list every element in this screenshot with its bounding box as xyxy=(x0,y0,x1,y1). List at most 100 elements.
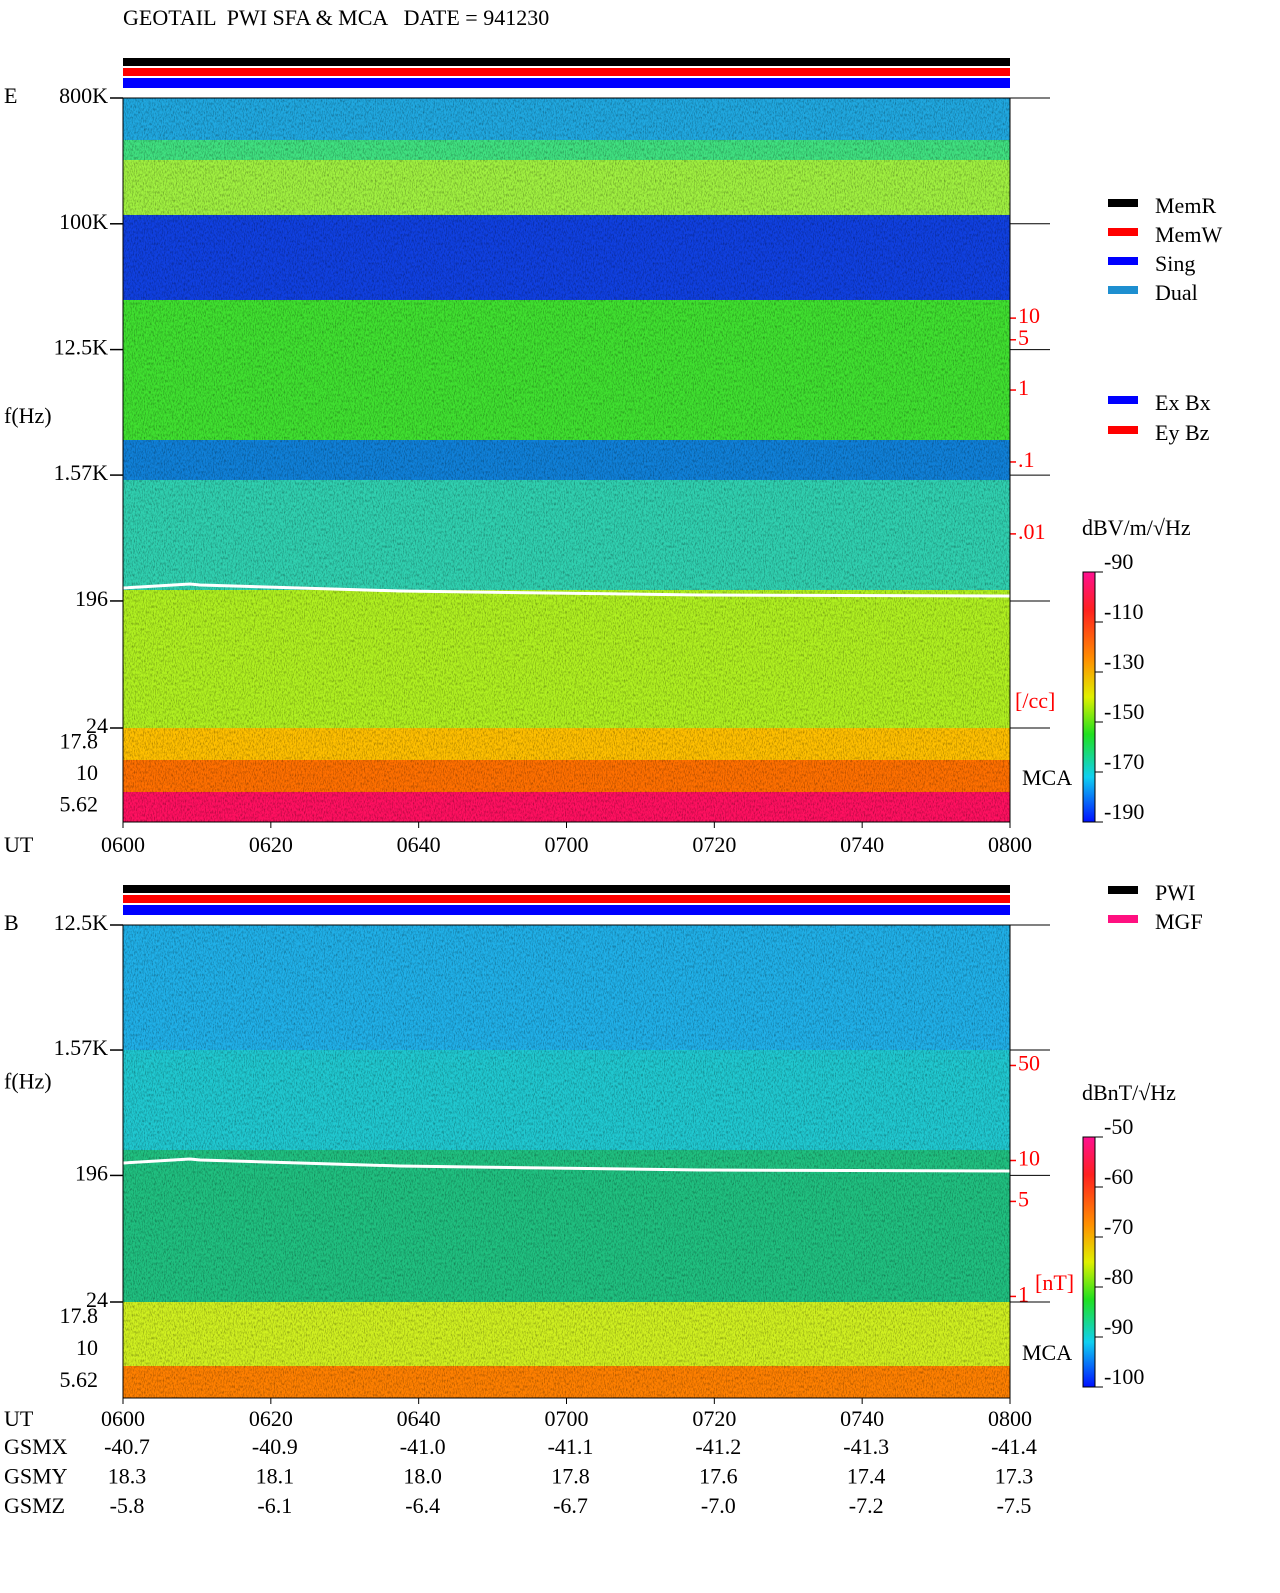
legend-label: MemR xyxy=(1155,193,1216,218)
ephemeris-value: -40.9 xyxy=(252,1434,298,1459)
x-tick-label: 0800 xyxy=(988,1406,1032,1431)
y2-tick-label: 5 xyxy=(1018,1186,1029,1211)
y-tick-label: 1.57K xyxy=(54,1035,109,1060)
x-tick-label: 0700 xyxy=(545,832,589,857)
ephemeris-value: 17.3 xyxy=(995,1464,1034,1489)
legend-swatch xyxy=(1108,396,1138,404)
ephemeris-value: -41.0 xyxy=(400,1434,446,1459)
ephemeris-value: -41.4 xyxy=(991,1434,1037,1459)
y-tick-label: 12.5K xyxy=(54,910,109,935)
colorbar-tick-label: -90 xyxy=(1104,1314,1133,1339)
colorbar-label: dBnT/√Hz xyxy=(1082,1080,1176,1105)
colorbar-tick-label: -60 xyxy=(1104,1164,1133,1189)
mca-tick-label: 17.8 xyxy=(60,729,99,754)
colorbar-tick-label: -190 xyxy=(1104,799,1144,824)
x-tick-label: 0620 xyxy=(249,1406,293,1431)
colorbar-tick-label: -50 xyxy=(1104,1114,1133,1139)
ephemeris-value: -7.2 xyxy=(849,1493,884,1518)
mca-tick-label: 10 xyxy=(76,760,98,785)
ephemeris-value: -6.7 xyxy=(553,1493,588,1518)
ephemeris-value: -6.1 xyxy=(257,1493,292,1518)
x-tick-label: 0800 xyxy=(988,832,1032,857)
mca-tick-label: 17.8 xyxy=(60,1303,99,1328)
colorbar-tick-label: -70 xyxy=(1104,1214,1133,1239)
title: GEOTAIL PWI SFA & MCA DATE = 941230 xyxy=(123,5,549,30)
ephemeris-value: -41.2 xyxy=(695,1434,741,1459)
ephemeris-value: -40.7 xyxy=(104,1434,150,1459)
legend-swatch xyxy=(1108,199,1138,207)
status-bar xyxy=(123,68,1010,76)
legend-label: Dual xyxy=(1155,280,1198,305)
x-tick-label: 0720 xyxy=(692,1406,736,1431)
x-tick-label: 0700 xyxy=(545,1406,589,1431)
legend-swatch xyxy=(1108,886,1138,894)
y-tick-label: 24 xyxy=(86,1287,108,1312)
legend-label: PWI xyxy=(1155,880,1195,905)
cyclotron-line xyxy=(122,1157,1011,1173)
colorbar-tick-label: -90 xyxy=(1104,549,1133,574)
panel-label: E xyxy=(4,83,17,108)
legend-swatch xyxy=(1108,228,1138,236)
ephemeris-row-label: GSMX xyxy=(4,1434,68,1459)
x-axis-label: UT xyxy=(4,832,34,857)
ephemeris-value: -7.0 xyxy=(701,1493,736,1518)
ephemeris-row-label: GSMZ xyxy=(4,1493,65,1518)
ephemeris-value: -6.4 xyxy=(405,1493,440,1518)
ephemeris-value: 18.1 xyxy=(256,1464,295,1489)
legend-swatch xyxy=(1108,915,1138,923)
colorbar-label: dBV/m/√Hz xyxy=(1082,515,1191,540)
legend-label: Ey Bz xyxy=(1155,420,1210,445)
y2-tick-label: 50 xyxy=(1018,1051,1040,1076)
y2-tick-label: 10 xyxy=(1018,303,1040,328)
status-bar xyxy=(123,58,1010,66)
x-tick-label: 0600 xyxy=(101,832,145,857)
colorbar-tick-label: -170 xyxy=(1104,749,1144,774)
y2-tick-label: 10 xyxy=(1018,1146,1040,1171)
status-bar xyxy=(123,78,1010,88)
y2-axis-label: [nT] xyxy=(1035,1270,1074,1295)
y2-tick-label: 1 xyxy=(1018,375,1029,400)
colorbar-tick-label: -150 xyxy=(1104,699,1144,724)
y-axis-label: f(Hz) xyxy=(4,1069,52,1094)
ephemeris-value: 17.4 xyxy=(847,1464,886,1489)
x-tick-label: 0620 xyxy=(249,832,293,857)
x-axis-label: UT xyxy=(4,1406,34,1431)
status-bar xyxy=(123,895,1010,903)
y2-tick-label: .1 xyxy=(1018,447,1035,472)
legend-label: MemW xyxy=(1155,222,1222,247)
y-tick-label: 1.57K xyxy=(54,460,109,485)
legend-label: Ex Bx xyxy=(1155,390,1211,415)
status-bar xyxy=(123,885,1010,893)
mca-tick-label: 5.62 xyxy=(60,1367,99,1392)
mca-tick-label: 10 xyxy=(76,1335,98,1360)
ephemeris-value: -41.1 xyxy=(548,1434,594,1459)
y-tick-label: 196 xyxy=(75,1160,108,1185)
ephemeris-value: 18.0 xyxy=(403,1464,442,1489)
y-tick-label: 12.5K xyxy=(54,335,109,360)
x-tick-label: 0600 xyxy=(101,1406,145,1431)
ephemeris-value: -7.5 xyxy=(997,1493,1032,1518)
y-tick-label: 196 xyxy=(75,586,108,611)
x-tick-label: 0640 xyxy=(397,1406,441,1431)
mca-label: MCA xyxy=(1022,765,1072,790)
colorbar-tick-label: -80 xyxy=(1104,1264,1133,1289)
x-tick-label: 0720 xyxy=(692,832,736,857)
y-axis-label: f(Hz) xyxy=(4,403,52,428)
colorbar-tick-label: -100 xyxy=(1104,1364,1144,1389)
colorbar xyxy=(1082,1136,1096,1388)
y2-tick-label: .01 xyxy=(1018,519,1046,544)
x-tick-label: 0740 xyxy=(840,832,884,857)
mca-tick-label: 5.62 xyxy=(60,791,99,816)
x-tick-label: 0740 xyxy=(840,1406,884,1431)
colorbar xyxy=(1082,571,1096,823)
colorbar-tick-label: -110 xyxy=(1104,599,1144,624)
y-tick-label: 24 xyxy=(86,713,108,738)
panel-label: B xyxy=(4,910,19,935)
plot-frame xyxy=(122,924,1011,1399)
plot-frame xyxy=(122,97,1011,823)
ephemeris-value: 17.8 xyxy=(551,1464,590,1489)
ephemeris-value: -41.3 xyxy=(843,1434,889,1459)
y2-axis-label: [/cc] xyxy=(1015,688,1055,713)
spectrogram-noise xyxy=(123,98,1010,822)
